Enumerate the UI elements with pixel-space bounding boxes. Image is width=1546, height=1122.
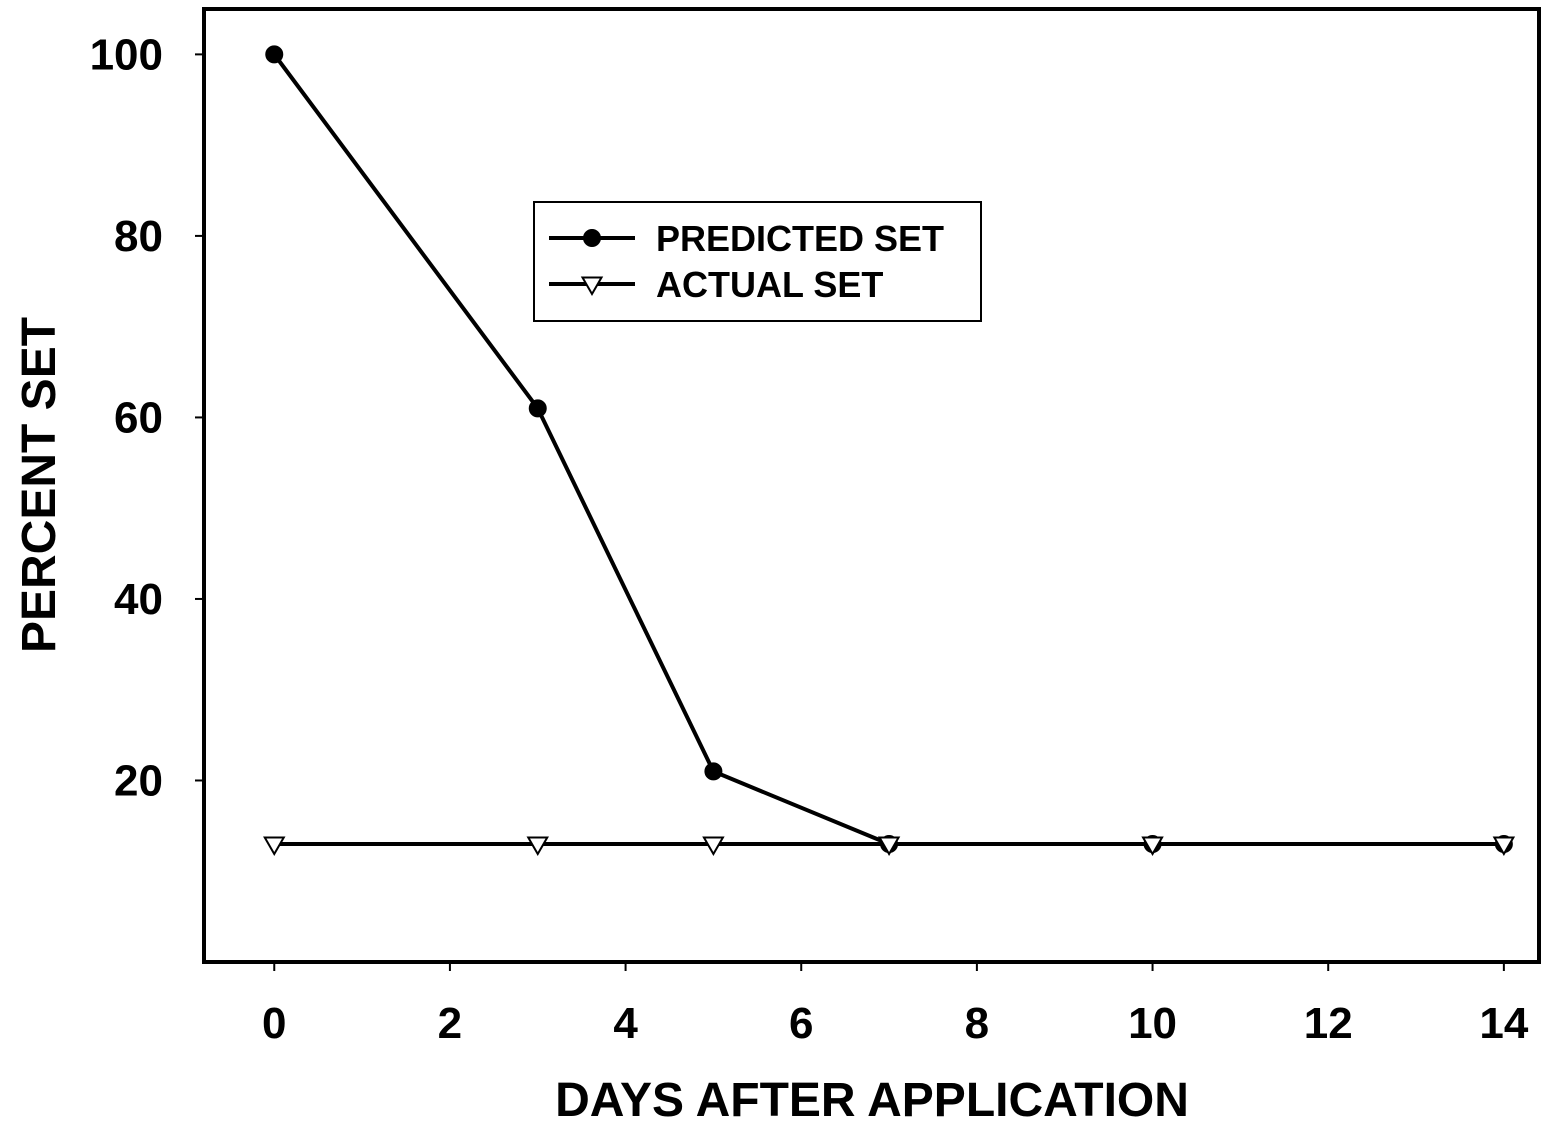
data-point-predicted-set [265, 45, 284, 64]
data-point-actual-set [1492, 836, 1516, 857]
legend-box [533, 201, 982, 322]
data-point-actual-set [263, 836, 286, 857]
data-point-actual-set [526, 836, 549, 857]
x-axis-title: DAYS AFTER APPLICATION [555, 1074, 1189, 1122]
data-point-actual-set [702, 836, 725, 857]
y-tick-label: 80 [114, 212, 163, 261]
y-axis-title: PERCENT SET [13, 317, 66, 653]
x-tick-label: 8 [965, 999, 989, 1048]
x-tick-label: 14 [1479, 999, 1528, 1048]
legend-label-actual-set: ACTUAL SET [656, 264, 883, 305]
legend: PREDICTED SET ACTUAL SET [533, 201, 982, 322]
y-tick-label: 60 [114, 393, 163, 442]
data-point-actual-set [1141, 836, 1164, 857]
legend-item-predicted-set: PREDICTED SET [549, 218, 944, 259]
x-tick-label: 4 [613, 999, 638, 1048]
plot-frame [202, 7, 1541, 964]
x-tick-label: 12 [1304, 999, 1353, 1048]
x-tick-label: 10 [1128, 999, 1177, 1048]
data-point-actual-set [877, 836, 901, 857]
legend-marker-filled-circle-icon [583, 229, 601, 247]
y-tick-label: 40 [114, 575, 163, 624]
data-point-predicted-set [528, 399, 547, 418]
series-layer [263, 45, 1516, 857]
x-tick-label: 6 [789, 999, 813, 1048]
legend-item-actual-set: ACTUAL SET [549, 264, 883, 305]
x-axis-ticks: 0 2 4 6 8 10 12 14 [262, 962, 1529, 1048]
y-axis-ticks: 20 40 60 80 100 [90, 30, 204, 805]
data-point-predicted-set [704, 762, 723, 781]
x-tick-label: 2 [438, 999, 462, 1048]
legend-label-predicted-set: PREDICTED SET [656, 218, 944, 259]
x-tick-label: 0 [262, 999, 286, 1048]
legend-marker-open-triangle-icon [580, 276, 604, 297]
y-tick-label: 20 [114, 756, 163, 805]
y-tick-label: 100 [90, 30, 163, 79]
